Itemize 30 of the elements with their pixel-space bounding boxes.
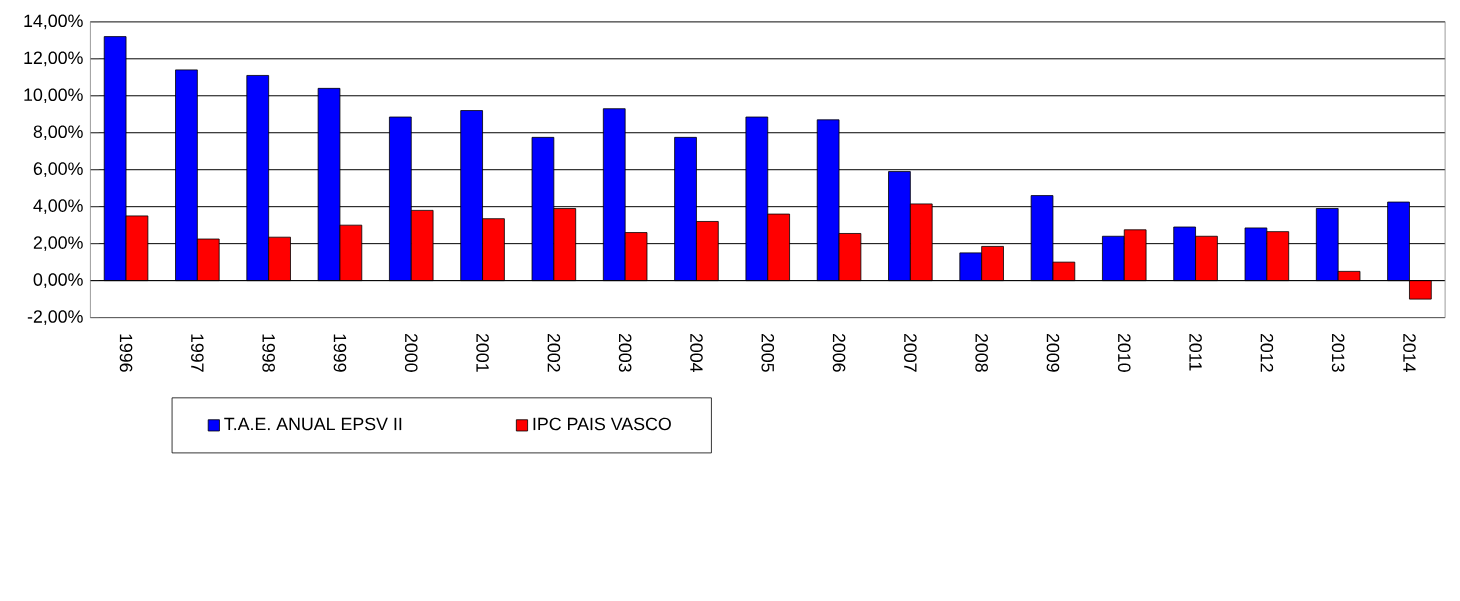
x-tick-label: 2006: [832, 333, 846, 372]
x-tick-label: 2010: [1117, 333, 1131, 372]
x-tick-label: 2000: [404, 333, 418, 372]
x-tick-label: 1996: [119, 334, 133, 372]
x-tick-label: 2009: [1046, 333, 1060, 372]
x-tick-label: 2013: [1331, 333, 1345, 372]
y-tick-label: 2,00%: [33, 236, 83, 251]
x-tick-label: 2011: [1189, 333, 1202, 371]
x-tick-label: 2008: [975, 333, 988, 372]
y-tick-label: -2,00%: [27, 310, 83, 325]
y-tick-label: 12,00%: [24, 51, 83, 66]
x-tick-label: 2012: [1260, 333, 1274, 372]
y-tick-label: 6,00%: [33, 162, 83, 177]
x-tick-label: 2007: [904, 333, 917, 372]
x-tick-label: 2003: [618, 333, 632, 372]
x-tick-label: 1997: [191, 334, 204, 372]
y-tick-label: 4,00%: [33, 199, 83, 214]
x-tick-label: 2001: [476, 333, 489, 372]
x-tick-label: 2002: [547, 333, 561, 372]
y-tick-label: 8,00%: [33, 125, 83, 140]
y-tick-label: 14,00%: [24, 14, 83, 29]
legend-label: T.A.E. ANUAL EPSV II: [224, 417, 402, 431]
y-tick-label: 0,00%: [33, 273, 83, 288]
x-tick-label: 2014: [1403, 333, 1416, 372]
y-tick-label: 10,00%: [24, 88, 83, 103]
x-tick-label: 2004: [690, 333, 703, 372]
x-tick-label: 2005: [761, 333, 775, 372]
x-tick-label: 1998: [262, 334, 275, 372]
x-tick-label: 1999: [333, 334, 347, 372]
legend-label: IPC PAIS VASCO: [533, 417, 671, 431]
